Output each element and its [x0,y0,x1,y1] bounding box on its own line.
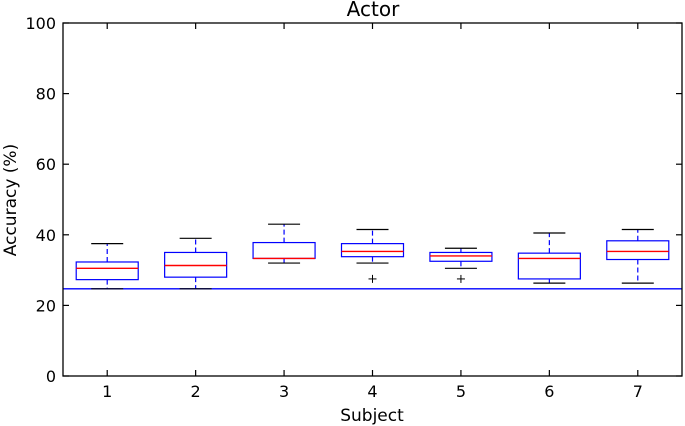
axes-frame [62,22,683,377]
box [340,243,405,258]
box [606,240,670,261]
x-tick-label: 2 [191,382,201,401]
x-tick-label: 5 [456,382,466,401]
chart-title: Actor [347,0,400,21]
y-tick-label: 20 [36,296,56,315]
y-tick-label: 80 [36,85,56,104]
x-tick-label: 6 [544,382,554,401]
x-axis-label: Subject [340,406,404,426]
y-tick-label: 0 [46,367,56,386]
box [164,251,228,278]
box [75,261,139,281]
x-tick-label: 7 [633,382,643,401]
y-tick-label: 40 [36,226,56,245]
y-tick-label: 60 [36,155,56,174]
x-tick-label: 4 [367,382,377,401]
y-tick-label: 100 [25,14,56,33]
plot-area: 0 20 40 60 80 100 1 2 3 4 5 6 7 [25,14,683,401]
x-tick-label: 1 [102,382,112,401]
box [517,252,581,280]
box [252,241,316,260]
y-axis-label: Accuracy (%) [1,144,21,256]
x-tick-label: 3 [279,382,289,401]
box [429,251,493,262]
